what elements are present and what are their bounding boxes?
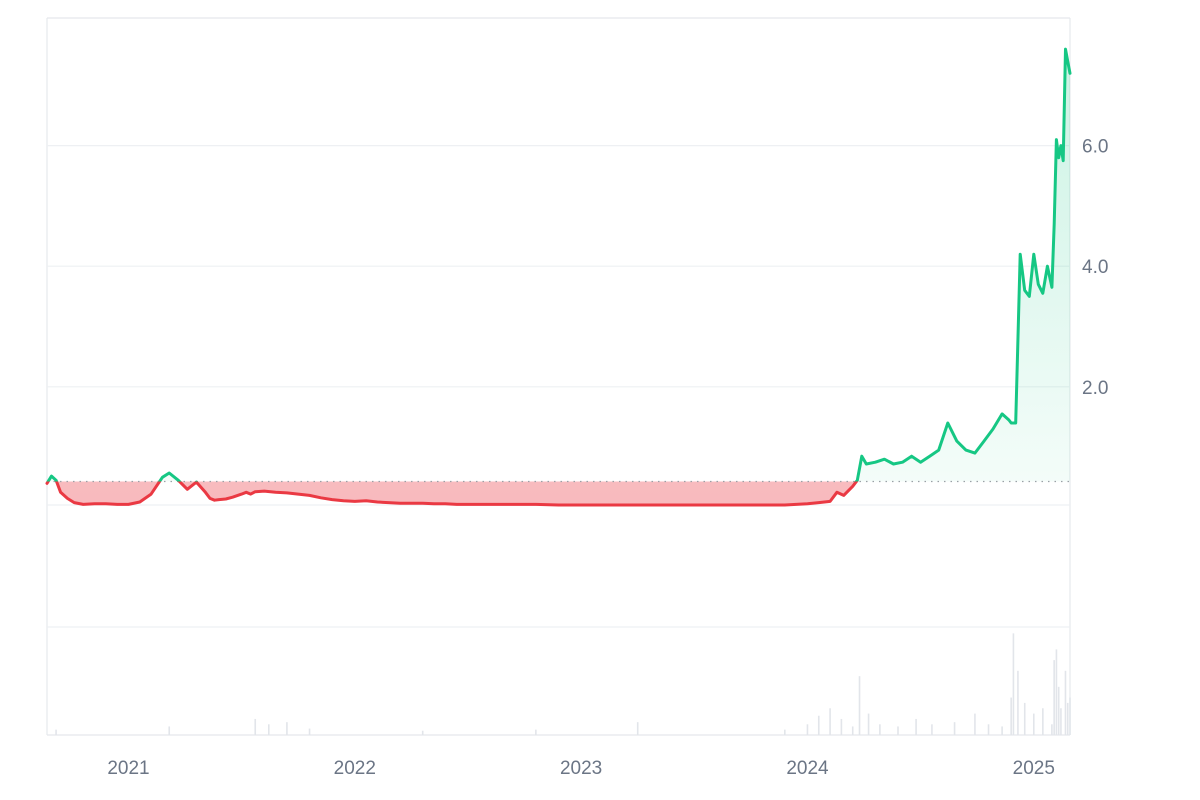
price-line-up [46, 47, 1072, 482]
volume-bars [55, 633, 1071, 735]
volume-bar [897, 726, 899, 735]
volume-bar [1010, 697, 1012, 735]
volume-bar [636, 722, 639, 735]
volume-bar [286, 722, 288, 735]
volume-bar [1053, 660, 1055, 735]
volume-bar [915, 718, 917, 735]
volume-bar [168, 726, 171, 735]
volume-bar [1042, 708, 1044, 735]
volume-bar [268, 724, 270, 735]
volume-bar [867, 713, 870, 735]
volume-bar [308, 728, 311, 735]
y-axis-ticks: 2.0 4.0 6.0 [1082, 137, 1108, 399]
volume-bar [829, 708, 831, 735]
y-tick-label: 4.0 [1082, 257, 1108, 278]
volume-bar [1066, 702, 1069, 735]
y-tick-label: 2.0 [1082, 378, 1108, 399]
gridlines [47, 145, 1070, 628]
volume-bar [974, 713, 976, 735]
volume-bar [953, 722, 956, 735]
volume-bar [1057, 686, 1060, 735]
x-tick-label: 2022 [334, 758, 376, 779]
volume-bar [1032, 713, 1035, 735]
volume-bar [1012, 633, 1015, 735]
volume-bar [1017, 670, 1019, 735]
volume-bar [784, 729, 786, 735]
volume-bar [987, 724, 990, 735]
area-above-baseline [48, 49, 1070, 482]
x-tick-label: 2025 [1013, 758, 1055, 779]
area-below-baseline [47, 481, 1070, 505]
volume-bar [1023, 702, 1026, 735]
x-tick-label: 2023 [560, 758, 602, 779]
price-lines [45, 47, 1072, 507]
volume-bar [1064, 670, 1067, 735]
volume-bar [55, 729, 57, 735]
volume-bar [817, 715, 820, 735]
x-axis-ticks: 2021 2022 2023 2024 2025 [107, 758, 1055, 779]
volume-bar [1060, 708, 1062, 735]
volume-bar [1001, 726, 1003, 735]
volume-bar [931, 724, 933, 735]
x-tick-label: 2021 [107, 758, 149, 779]
volume-bar [806, 724, 809, 735]
x-tick-label: 2024 [786, 758, 829, 779]
volume-bar [879, 724, 881, 735]
volume-bar [1051, 724, 1053, 735]
volume-bar [858, 676, 861, 735]
y-tick-label: 6.0 [1082, 137, 1108, 158]
volume-bar [535, 729, 537, 735]
volume-bar [254, 718, 257, 735]
volume-bar [851, 726, 854, 735]
volume-bar [840, 718, 843, 735]
volume-bar [421, 730, 424, 735]
price-line-down [45, 481, 859, 507]
volume-bar [1055, 649, 1058, 735]
price-areas [47, 49, 1070, 505]
volume-bar [1069, 697, 1071, 735]
